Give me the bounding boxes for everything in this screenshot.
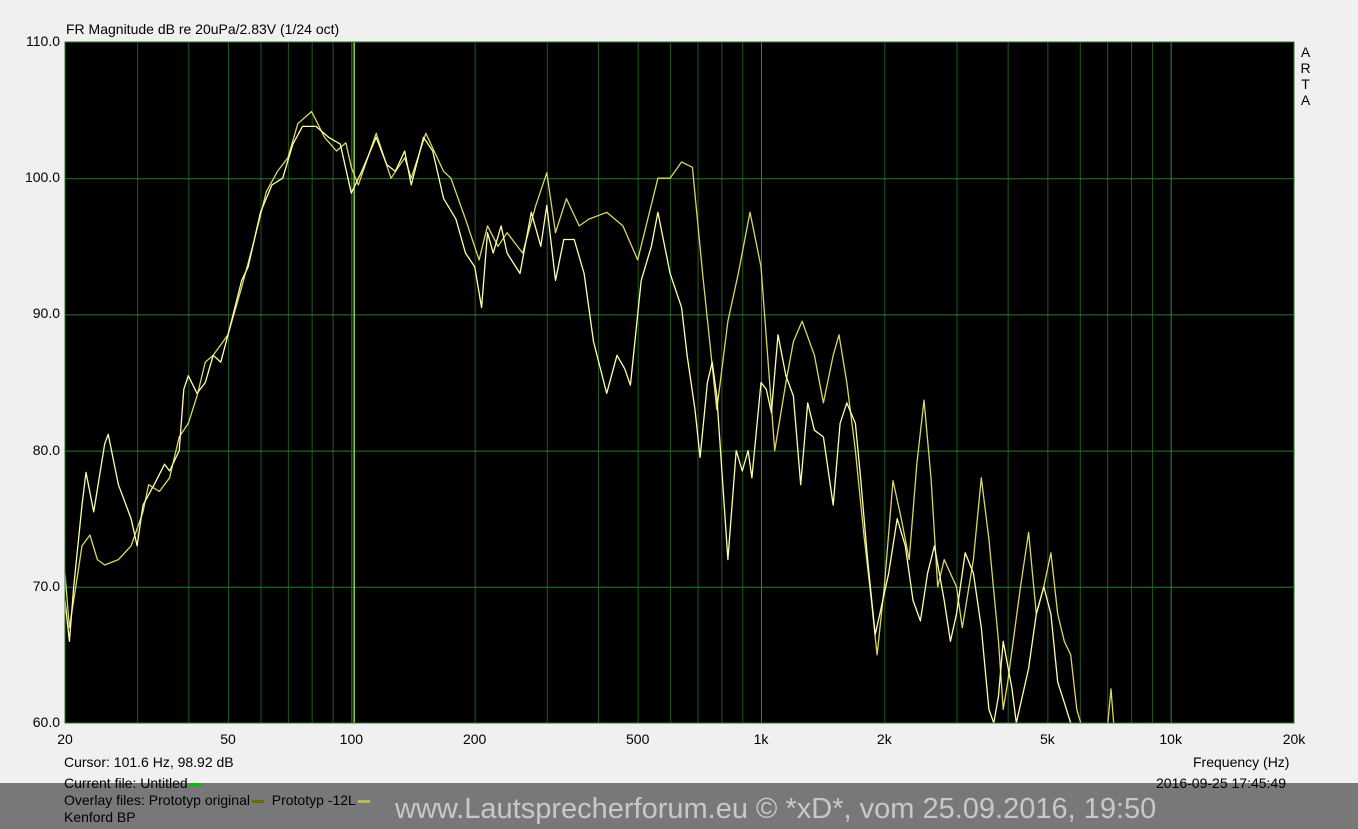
arta-label: ARTA <box>1300 44 1311 108</box>
x-axis-label: Frequency (Hz) <box>1193 754 1290 770</box>
y-tick-label: 60.0 <box>32 714 60 730</box>
overlay-label: Overlay files: Prototyp original <box>64 792 250 808</box>
x-tick-label: 500 <box>626 731 650 747</box>
overlay-2-swatch <box>357 799 370 803</box>
x-tick-label: 200 <box>462 731 487 747</box>
x-tick-label: 100 <box>339 731 364 747</box>
overlay-1-swatch <box>251 799 264 803</box>
x-tick-label: 10k <box>1159 731 1182 747</box>
plot-area <box>65 42 1294 723</box>
series-line-1 <box>65 110 1115 723</box>
x-tick-label: 2k <box>876 731 892 747</box>
y-tick-label: 100.0 <box>24 169 60 186</box>
timestamp: 2016-09-25 17:45:49 <box>1156 775 1286 791</box>
cursor-readout: Cursor: 101.6 Hz, 98.92 dB <box>64 754 234 770</box>
current-file: Current file: Untitled <box>64 775 202 791</box>
watermark-band <box>0 783 1358 829</box>
current-file-swatch <box>189 782 202 786</box>
x-tick-label: 50 <box>220 731 236 747</box>
x-tick-label: 20k <box>1282 731 1306 747</box>
y-tick-label: 70.0 <box>32 577 60 594</box>
overlay-2-label: Prototyp -12L <box>271 792 356 808</box>
series-line-2 <box>65 125 1072 723</box>
y-tick-label: 90.0 <box>32 305 60 322</box>
overlay-files: Overlay files: Prototyp original Prototy… <box>64 792 370 808</box>
watermark: www.Lautsprecherforum.eu © *xD*, vom 25.… <box>395 793 1157 825</box>
y-tick-label: 80.0 <box>32 441 60 458</box>
x-tick-label: 20 <box>57 731 73 747</box>
y-tick-label: 110.0 <box>26 33 60 49</box>
current-file-label: Current file: Untitled <box>64 775 188 791</box>
overlay-3-label: Kenford BP <box>64 809 136 825</box>
x-tick-label: 5k <box>1039 731 1055 747</box>
x-tick-label: 1k <box>753 731 769 747</box>
chart-title: FR Magnitude dB re 20uPa/2.83V (1/24 oct… <box>66 21 340 37</box>
